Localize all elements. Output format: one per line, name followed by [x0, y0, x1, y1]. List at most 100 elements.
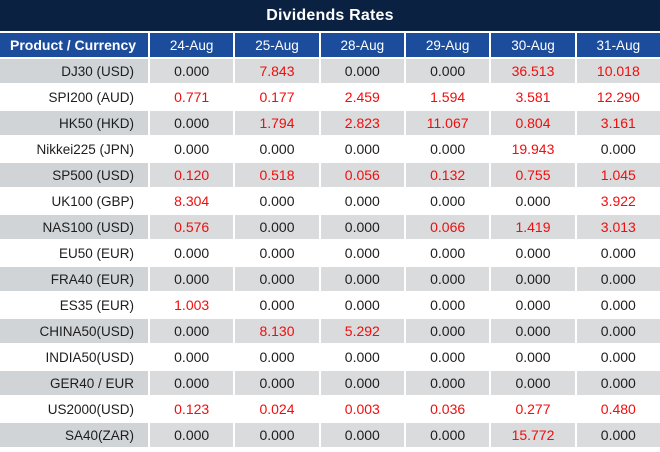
dividend-value-cell: 0.000	[405, 423, 490, 447]
dividend-value-cell: 0.120	[150, 163, 234, 187]
dividend-value-cell: 0.123	[150, 397, 234, 421]
dividend-value-cell: 0.000	[235, 293, 319, 317]
date-column-header: 24-Aug	[150, 33, 234, 57]
product-cell: SPI200 (AUD)	[0, 85, 148, 109]
dividend-value-cell: 0.000	[320, 267, 404, 291]
dividend-value-cell: 2.459	[320, 85, 404, 109]
dividend-value-cell: 0.000	[235, 137, 319, 161]
date-column-header: 31-Aug	[576, 33, 660, 57]
table-row: HK50 (HKD) 0.000 1.794 2.823 11.067 0.804 3.16…	[0, 111, 660, 135]
dividend-value-cell: 0.000	[320, 137, 404, 161]
product-cell: SP500 (USD)	[0, 163, 148, 187]
dividend-value-cell: 0.000	[491, 319, 575, 343]
dividend-value-cell: 0.000	[150, 345, 234, 369]
dividend-value-cell: 0.000	[576, 267, 660, 291]
date-column-header: 29-Aug	[405, 33, 490, 57]
table-row: FRA40 (EUR) 0.000 0.000 0.000 0.000 0.000 0.00…	[0, 267, 660, 291]
dividend-value-cell: 0.000	[491, 267, 575, 291]
dividend-value-cell: 0.000	[150, 267, 234, 291]
dividend-value-cell: 0.000	[320, 423, 404, 447]
dividend-value-cell: 0.000	[405, 267, 490, 291]
product-cell: EU50 (EUR)	[0, 241, 148, 265]
table-row: UK100 (GBP) 8.304 0.000 0.000 0.000 0.000 3.92…	[0, 189, 660, 213]
dividend-value-cell: 0.755	[491, 163, 575, 187]
title-bar: Dividends Rates	[0, 0, 660, 31]
dividend-value-cell: 0.000	[235, 189, 319, 213]
dividend-value-cell: 8.130	[235, 319, 319, 343]
dividend-value-cell: 0.771	[150, 85, 234, 109]
dividend-value-cell: 0.576	[150, 215, 234, 239]
dividend-value-cell: 0.000	[150, 319, 234, 343]
dividend-value-cell: 3.581	[491, 85, 575, 109]
dividend-value-cell: 0.000	[405, 371, 490, 395]
dividend-value-cell: 1.594	[405, 85, 490, 109]
dividend-value-cell: 0.056	[320, 163, 404, 187]
dividend-value-cell: 0.000	[235, 267, 319, 291]
dividend-value-cell: 3.161	[576, 111, 660, 135]
table-row: Nikkei225 (JPN) 0.000 0.000 0.000 0.000 19.94…	[0, 137, 660, 161]
dividend-value-cell: 0.000	[576, 319, 660, 343]
dividend-value-cell: 0.036	[405, 397, 490, 421]
product-cell: FRA40 (EUR)	[0, 267, 148, 291]
page-title: Dividends Rates	[266, 6, 394, 24]
dividend-value-cell: 36.513	[491, 59, 575, 83]
dividend-value-cell: 0.000	[150, 59, 234, 83]
dividend-value-cell: 0.066	[405, 215, 490, 239]
product-cell: NAS100 (USD)	[0, 215, 148, 239]
dividend-value-cell: 0.000	[150, 137, 234, 161]
dividend-value-cell: 0.000	[235, 371, 319, 395]
product-cell: UK100 (GBP)	[0, 189, 148, 213]
dividend-value-cell: 0.177	[235, 85, 319, 109]
dividends-table-body: DJ30 (USD) 0.000 7.843 0.000 0.000 36.513 10.0…	[0, 59, 660, 447]
dividend-value-cell: 5.292	[320, 319, 404, 343]
dividend-value-cell: 7.843	[235, 59, 319, 83]
dividend-value-cell: 0.000	[491, 293, 575, 317]
dividend-value-cell: 0.000	[405, 293, 490, 317]
table-row: EU50 (EUR) 0.000 0.000 0.000 0.000 0.000 0.000	[0, 241, 660, 265]
product-currency-header: Product / Currency	[0, 33, 148, 57]
dividend-value-cell: 0.804	[491, 111, 575, 135]
dividend-value-cell: 0.003	[320, 397, 404, 421]
dividend-value-cell: 0.000	[320, 189, 404, 213]
table-row: NAS100 (USD) 0.576 0.000 0.000 0.066 1.419 3.0…	[0, 215, 660, 239]
dividend-value-cell: 1.003	[150, 293, 234, 317]
dividend-value-cell: 0.277	[491, 397, 575, 421]
dividend-value-cell: 0.000	[405, 137, 490, 161]
dividend-value-cell: 0.000	[150, 371, 234, 395]
dividend-value-cell: 0.000	[576, 345, 660, 369]
dividend-value-cell: 0.000	[150, 111, 234, 135]
dividend-value-cell: 0.000	[491, 189, 575, 213]
dividend-value-cell: 0.000	[405, 345, 490, 369]
product-cell: Nikkei225 (JPN)	[0, 137, 148, 161]
product-cell: HK50 (HKD)	[0, 111, 148, 135]
dividend-value-cell: 10.018	[576, 59, 660, 83]
dividend-value-cell: 0.000	[235, 345, 319, 369]
dividend-value-cell: 0.000	[405, 189, 490, 213]
dividend-value-cell: 8.304	[150, 189, 234, 213]
dividend-value-cell: 0.000	[320, 371, 404, 395]
dividend-value-cell: 0.000	[150, 423, 234, 447]
dividend-value-cell: 0.000	[320, 293, 404, 317]
dividend-value-cell: 1.045	[576, 163, 660, 187]
product-cell: ES35 (EUR)	[0, 293, 148, 317]
dividend-value-cell: 0.000	[235, 241, 319, 265]
table-row: US2000(USD) 0.123 0.024 0.003 0.036 0.277 0.48…	[0, 397, 660, 421]
dividend-value-cell: 0.000	[235, 215, 319, 239]
product-cell: GER40 / EUR	[0, 371, 148, 395]
date-column-header: 30-Aug	[491, 33, 575, 57]
table-row: SP500 (USD) 0.120 0.518 0.056 0.132 0.755 1.04…	[0, 163, 660, 187]
dividend-value-cell: 0.480	[576, 397, 660, 421]
product-cell: CHINA50(USD)	[0, 319, 148, 343]
dividend-value-cell: 0.000	[576, 137, 660, 161]
dividend-value-cell: 0.024	[235, 397, 319, 421]
dividend-value-cell: 1.794	[235, 111, 319, 135]
dividend-value-cell: 0.000	[405, 59, 490, 83]
dividend-value-cell: 0.000	[320, 241, 404, 265]
product-cell: SA40(ZAR)	[0, 423, 148, 447]
dividend-value-cell: 0.000	[405, 241, 490, 265]
dividend-value-cell: 1.419	[491, 215, 575, 239]
dividend-value-cell: 3.013	[576, 215, 660, 239]
dividend-value-cell: 2.823	[320, 111, 404, 135]
dividend-value-cell: 0.000	[491, 371, 575, 395]
